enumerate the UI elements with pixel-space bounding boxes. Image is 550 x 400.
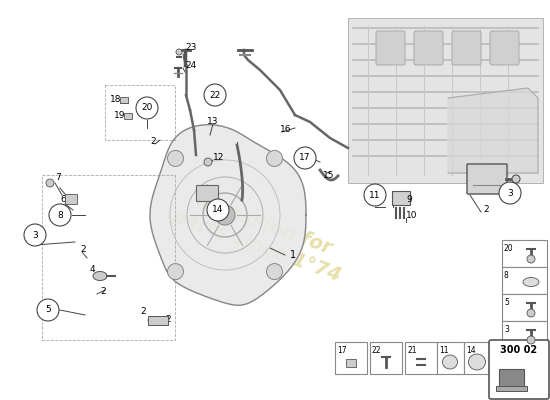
Text: 8: 8 <box>504 271 509 280</box>
FancyBboxPatch shape <box>414 31 443 65</box>
Text: 19: 19 <box>114 112 125 120</box>
Text: 22: 22 <box>210 90 221 100</box>
Circle shape <box>294 147 316 169</box>
Text: 2: 2 <box>80 246 86 254</box>
Bar <box>502 321 547 348</box>
Circle shape <box>37 299 59 321</box>
Circle shape <box>499 182 521 204</box>
Text: 2: 2 <box>165 316 170 324</box>
Bar <box>502 294 547 321</box>
Text: 18: 18 <box>110 96 122 104</box>
Text: 11: 11 <box>369 190 381 200</box>
Text: 16: 16 <box>280 126 292 134</box>
Circle shape <box>364 184 386 206</box>
Text: 4: 4 <box>90 266 96 274</box>
Bar <box>464 342 491 374</box>
Text: 10: 10 <box>406 210 417 220</box>
Text: 9: 9 <box>406 196 412 204</box>
Text: 14: 14 <box>212 206 224 214</box>
Circle shape <box>207 199 229 221</box>
Text: 3: 3 <box>507 188 513 198</box>
Text: 23: 23 <box>185 42 196 52</box>
Text: 11: 11 <box>439 346 448 355</box>
Text: 13: 13 <box>207 118 218 126</box>
Text: 24: 24 <box>185 62 196 70</box>
Ellipse shape <box>523 278 539 286</box>
Bar <box>496 386 527 391</box>
Text: 8: 8 <box>57 210 63 220</box>
Polygon shape <box>448 88 538 173</box>
Text: 5: 5 <box>45 306 51 314</box>
Bar <box>348 18 543 183</box>
Bar <box>392 191 410 205</box>
Text: 2: 2 <box>140 308 146 316</box>
Text: 7: 7 <box>55 174 60 182</box>
Text: 6: 6 <box>60 196 66 204</box>
Circle shape <box>168 150 184 166</box>
Circle shape <box>267 150 283 166</box>
Bar <box>437 342 464 374</box>
Text: 20: 20 <box>504 244 514 253</box>
Text: 14: 14 <box>466 346 476 355</box>
Text: 2: 2 <box>100 288 106 296</box>
Text: 15: 15 <box>323 170 334 180</box>
Text: 17: 17 <box>299 154 311 162</box>
Ellipse shape <box>469 354 486 370</box>
Circle shape <box>215 205 235 225</box>
Polygon shape <box>150 125 306 305</box>
Text: 12: 12 <box>213 154 224 162</box>
Bar <box>124 113 132 119</box>
FancyBboxPatch shape <box>376 31 405 65</box>
Text: 22: 22 <box>372 346 382 355</box>
Bar <box>346 359 356 367</box>
Circle shape <box>136 97 158 119</box>
Circle shape <box>204 84 226 106</box>
Circle shape <box>512 175 520 183</box>
FancyBboxPatch shape <box>490 31 519 65</box>
Circle shape <box>168 264 184 280</box>
Text: 20: 20 <box>141 104 153 112</box>
Circle shape <box>527 336 535 344</box>
Text: 21: 21 <box>407 346 416 355</box>
Text: 2: 2 <box>150 138 156 146</box>
Ellipse shape <box>443 355 458 369</box>
Bar <box>65 194 77 204</box>
Bar <box>148 316 168 325</box>
FancyBboxPatch shape <box>489 340 549 399</box>
Circle shape <box>176 49 182 55</box>
Ellipse shape <box>93 272 107 280</box>
Bar <box>370 342 402 374</box>
Text: 3: 3 <box>504 325 509 334</box>
Text: 3: 3 <box>32 230 38 240</box>
Bar <box>196 185 218 201</box>
FancyBboxPatch shape <box>452 31 481 65</box>
Circle shape <box>527 255 535 263</box>
Circle shape <box>46 179 54 187</box>
Circle shape <box>204 158 212 166</box>
Bar <box>120 97 128 103</box>
Text: 2: 2 <box>483 206 488 214</box>
Circle shape <box>267 264 283 280</box>
FancyBboxPatch shape <box>467 164 507 194</box>
Bar <box>502 267 547 294</box>
Bar <box>335 342 367 374</box>
Bar <box>499 369 524 387</box>
Text: 300 02: 300 02 <box>500 345 537 355</box>
Bar <box>502 240 547 267</box>
Text: 17: 17 <box>337 346 346 355</box>
Text: 5: 5 <box>504 298 509 307</box>
Text: a passion for
parts since 1°74: a passion for parts since 1°74 <box>169 185 351 285</box>
Circle shape <box>527 309 535 317</box>
Bar <box>405 342 437 374</box>
Circle shape <box>49 204 71 226</box>
Text: 1: 1 <box>290 250 296 260</box>
Circle shape <box>24 224 46 246</box>
